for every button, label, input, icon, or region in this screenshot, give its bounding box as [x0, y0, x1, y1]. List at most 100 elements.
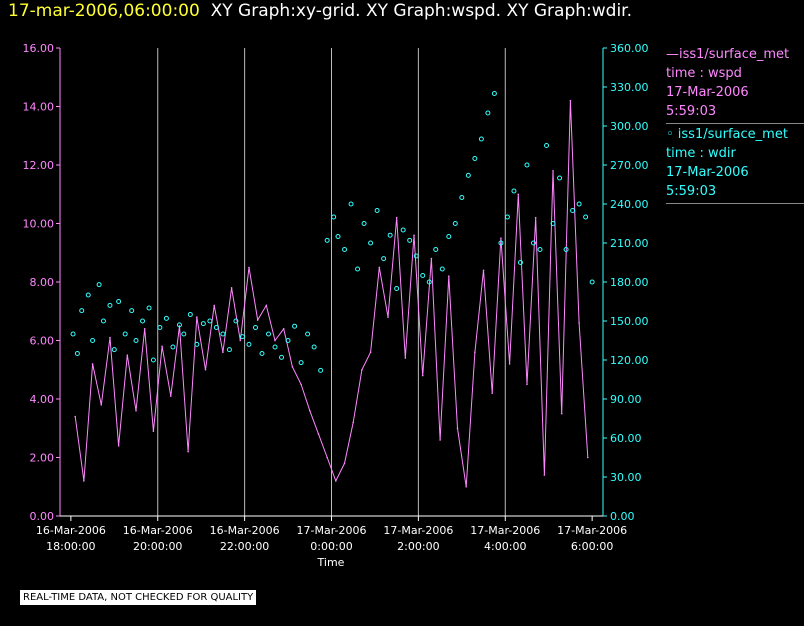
wdir-point: [150, 357, 156, 363]
wspd-point: [282, 328, 285, 330]
wdir-point: [163, 315, 169, 321]
y-right-tick-label: 150.00: [610, 315, 649, 328]
wspd-point: [300, 383, 302, 386]
x-tick-label-time: 4:00:00: [484, 540, 526, 553]
legend-entry-wdir: ◦ iss1/surface_met time : wdir 17-Mar-20…: [666, 125, 804, 204]
y-left-tick-label: 8.00: [30, 276, 55, 289]
y-left-tick-label: 12.00: [23, 159, 55, 172]
wdir-point: [478, 136, 484, 142]
wdir-point: [491, 91, 497, 96]
wdir-point: [348, 201, 354, 207]
y-left-tick-label: 0.00: [30, 510, 55, 523]
graph-title: 17-mar-2006,06:00:00 XY Graph:xy-grid. X…: [8, 1, 632, 21]
grid-lines: [157, 48, 506, 516]
y-right-tick-label: 180.00: [610, 276, 649, 289]
legend-date: 17-Mar-2006: [666, 85, 749, 100]
wdir-point: [335, 234, 341, 239]
y-left-tick-label: 14.00: [23, 101, 55, 114]
wdir-point: [194, 341, 200, 347]
wdir-point: [374, 208, 380, 213]
wspd-point: [586, 456, 589, 459]
wdir-point: [485, 110, 491, 116]
y-right-tick-label: 240.00: [610, 198, 649, 211]
y-right-tick-label: 120.00: [610, 354, 649, 367]
legend-time: 5:59:03: [666, 184, 717, 199]
wspd-point: [74, 415, 77, 418]
wdir-point: [246, 341, 252, 347]
wdir-point: [96, 282, 102, 288]
wspd-point: [578, 322, 580, 324]
wdir-point: [111, 347, 117, 353]
wspd-point: [187, 450, 189, 453]
legend-variable: time : wdir: [666, 146, 736, 161]
wspd-point: [265, 304, 268, 307]
y-right-tick-label: 30.00: [610, 471, 642, 484]
wspd-point: [421, 374, 424, 377]
wdir-point: [239, 334, 245, 340]
wspd-point: [517, 193, 520, 196]
x-tick-label-date: 17-Mar-2006: [383, 524, 453, 537]
wdir-point: [420, 273, 426, 278]
x-axis-label: Time: [317, 556, 345, 569]
wdir-point: [583, 214, 589, 220]
wspd-point: [109, 336, 111, 339]
legend: —iss1/surface_met time : wspd 17-Mar-200…: [666, 45, 804, 205]
wdir-point: [122, 331, 128, 337]
wspd-point: [308, 409, 311, 412]
wspd-point: [100, 404, 103, 406]
wdir-point: [116, 299, 122, 304]
wspd-point: [161, 345, 163, 348]
wdir-point: [433, 247, 439, 252]
wdir-point: [292, 323, 298, 329]
wspd-point: [500, 237, 502, 239]
wspd-point: [343, 462, 346, 465]
wspd-point: [387, 316, 389, 318]
wdir-point: [368, 240, 374, 246]
x-tick-label-date: 17-Mar-2006: [557, 524, 627, 537]
wspd-point: [526, 383, 528, 386]
wdir-point: [324, 237, 330, 243]
wspd-series: [74, 99, 589, 488]
x-tick-label-time: 6:00:00: [571, 540, 613, 553]
wspd-point: [474, 351, 476, 354]
wdir-point: [537, 247, 543, 252]
wdir-point: [400, 227, 406, 233]
wdir-point: [387, 232, 393, 238]
wdir-point: [200, 321, 206, 327]
wspd-point: [369, 351, 372, 354]
wdir-point: [272, 344, 278, 350]
wspd-point: [135, 409, 137, 412]
wdir-series: [70, 91, 595, 373]
wdir-point: [544, 143, 550, 148]
wspd-point: [291, 366, 294, 368]
wdir-point: [530, 240, 536, 246]
wdir-point: [252, 325, 258, 330]
wdir-point: [426, 279, 432, 285]
wdir-point: [511, 188, 517, 194]
x-tick-label-date: 16-Mar-2006: [210, 524, 280, 537]
y-right-tick-label: 330.00: [610, 81, 649, 94]
wdir-point: [90, 338, 96, 343]
wdir-point: [176, 322, 182, 328]
y-right-tick-label: 360.00: [610, 42, 649, 55]
legend-time: 5:59:03: [666, 104, 717, 119]
wspd-point: [83, 480, 85, 482]
wspd-point: [413, 234, 415, 236]
legend-source: ◦ iss1/surface_met: [666, 127, 788, 142]
y-left-tick-label: 16.00: [23, 42, 55, 55]
wdir-point: [207, 318, 213, 324]
wdir-point: [298, 360, 304, 366]
wspd-point: [91, 363, 94, 365]
wdir-point: [146, 305, 152, 311]
wdir-point: [318, 367, 324, 373]
x-tick-label-time: 2:00:00: [397, 540, 439, 553]
wspd-point: [169, 395, 172, 397]
x-tick-label-date: 16-Mar-2006: [36, 524, 106, 537]
wspd-point: [456, 427, 459, 430]
wdir-point: [570, 208, 576, 213]
wdir-point: [550, 221, 556, 226]
wdir-point: [498, 240, 504, 246]
y-right-tick-label: 270.00: [610, 159, 649, 172]
wspd-point: [230, 287, 233, 289]
wdir-point: [407, 237, 413, 243]
